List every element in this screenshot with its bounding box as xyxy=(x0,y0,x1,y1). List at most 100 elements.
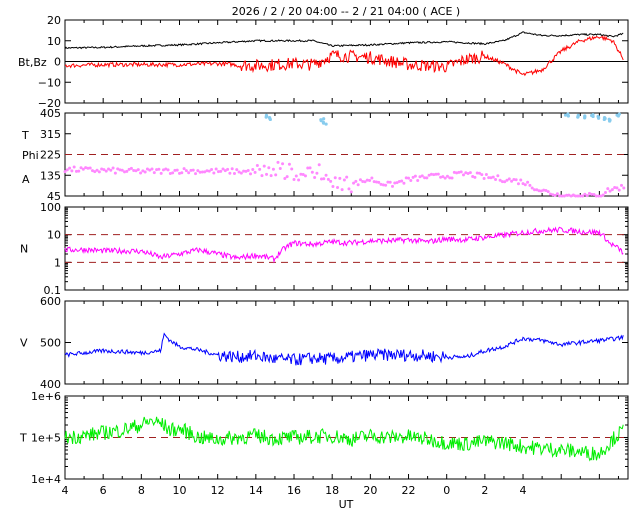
data-point-a xyxy=(544,188,548,192)
data-point-a xyxy=(615,186,619,190)
data-point-a xyxy=(590,192,594,196)
data-point-a xyxy=(347,187,351,191)
data-point-a xyxy=(475,171,479,175)
data-point-a xyxy=(219,169,223,173)
data-point-a xyxy=(249,172,253,176)
data-point-a xyxy=(397,180,401,184)
data-point-a xyxy=(491,175,495,179)
data-point-a xyxy=(306,166,310,170)
series-line-bt xyxy=(64,31,624,50)
data-point-a xyxy=(370,176,374,180)
data-point-a xyxy=(505,178,509,182)
x-tick-label: 18 xyxy=(325,484,339,497)
y-tick-label: 45 xyxy=(47,190,61,203)
data-point-a xyxy=(97,170,101,174)
data-point-a xyxy=(104,169,108,173)
panel-ylabel: T xyxy=(21,129,29,142)
data-point-a xyxy=(175,168,179,172)
data-point-a xyxy=(434,172,438,176)
data-point-theta xyxy=(322,117,326,121)
data-point-a xyxy=(622,186,626,190)
data-point-a xyxy=(427,173,431,177)
data-point-a xyxy=(338,176,342,180)
x-tick-label: 0 xyxy=(443,484,450,497)
data-point-a xyxy=(374,180,378,184)
y-tick-label: 10 xyxy=(47,229,61,242)
y-tick-label: −10 xyxy=(38,76,61,89)
data-point-a xyxy=(107,167,111,171)
data-point-a xyxy=(510,179,514,183)
data-point-a xyxy=(555,192,559,196)
data-point-a xyxy=(109,168,113,172)
data-point-a xyxy=(253,170,257,174)
data-point-a xyxy=(212,171,216,175)
data-point-a xyxy=(95,168,99,172)
data-point-a xyxy=(271,167,275,171)
series-line-bz xyxy=(64,35,624,77)
data-point-a xyxy=(443,176,447,180)
data-point-a xyxy=(457,170,461,174)
data-point-a xyxy=(86,166,90,170)
x-tick-label: 8 xyxy=(138,484,145,497)
data-point-a xyxy=(230,167,234,171)
data-point-a xyxy=(171,171,175,175)
data-point-a xyxy=(237,170,241,174)
x-tick-label: 16 xyxy=(287,484,301,497)
y-tick-label: 600 xyxy=(40,295,61,308)
data-point-a xyxy=(331,185,335,189)
data-point-a xyxy=(395,181,399,185)
data-point-a xyxy=(336,185,340,189)
data-point-a xyxy=(173,168,177,172)
data-point-a xyxy=(283,176,287,180)
data-point-a xyxy=(587,191,591,195)
data-point-a xyxy=(349,190,353,194)
data-point-a xyxy=(93,170,97,174)
data-point-a xyxy=(365,178,369,182)
data-point-a xyxy=(484,172,488,176)
series-line-v xyxy=(64,332,624,366)
data-point-a xyxy=(155,168,159,172)
data-point-a xyxy=(88,166,92,170)
data-point-a xyxy=(164,167,168,171)
data-point-a xyxy=(221,167,225,171)
x-tick-label: 20 xyxy=(363,484,377,497)
data-point-a xyxy=(512,178,516,182)
data-point-a xyxy=(189,168,193,172)
data-point-a xyxy=(118,168,122,172)
data-point-a xyxy=(358,178,362,182)
data-point-a xyxy=(285,175,289,179)
data-point-a xyxy=(613,186,617,190)
data-point-a xyxy=(558,194,562,198)
data-point-a xyxy=(150,167,154,171)
data-point-a xyxy=(448,176,452,180)
data-point-a xyxy=(537,189,541,193)
panel-ylabel: Phi xyxy=(22,149,39,162)
data-point-a xyxy=(496,174,500,178)
data-point-a xyxy=(297,178,301,182)
panel-ylabel: N xyxy=(20,243,28,256)
data-point-a xyxy=(494,177,498,181)
data-point-theta xyxy=(268,117,272,122)
data-point-a xyxy=(361,180,365,184)
y-tick-label: 225 xyxy=(40,149,61,162)
panel-4: 1e+61e+51e+44 6 8 10 12 14 16 18 20 22 0 2 4T xyxy=(19,390,629,497)
data-point-theta xyxy=(608,119,612,123)
data-point-a xyxy=(159,171,163,175)
data-point-a xyxy=(340,188,344,192)
data-point-a xyxy=(363,180,367,184)
data-point-a xyxy=(407,176,411,180)
data-point-a xyxy=(290,167,294,171)
data-point-a xyxy=(178,171,182,175)
data-point-a xyxy=(100,167,104,171)
data-point-a xyxy=(191,168,195,172)
data-point-a xyxy=(528,183,532,187)
data-point-a xyxy=(567,193,571,197)
data-point-a xyxy=(166,168,170,172)
panel-ylabel: V xyxy=(20,337,28,350)
data-point-a xyxy=(134,169,138,173)
data-point-a xyxy=(471,174,475,178)
data-point-a xyxy=(77,169,81,173)
data-point-a xyxy=(184,169,188,173)
data-point-a xyxy=(244,169,248,173)
